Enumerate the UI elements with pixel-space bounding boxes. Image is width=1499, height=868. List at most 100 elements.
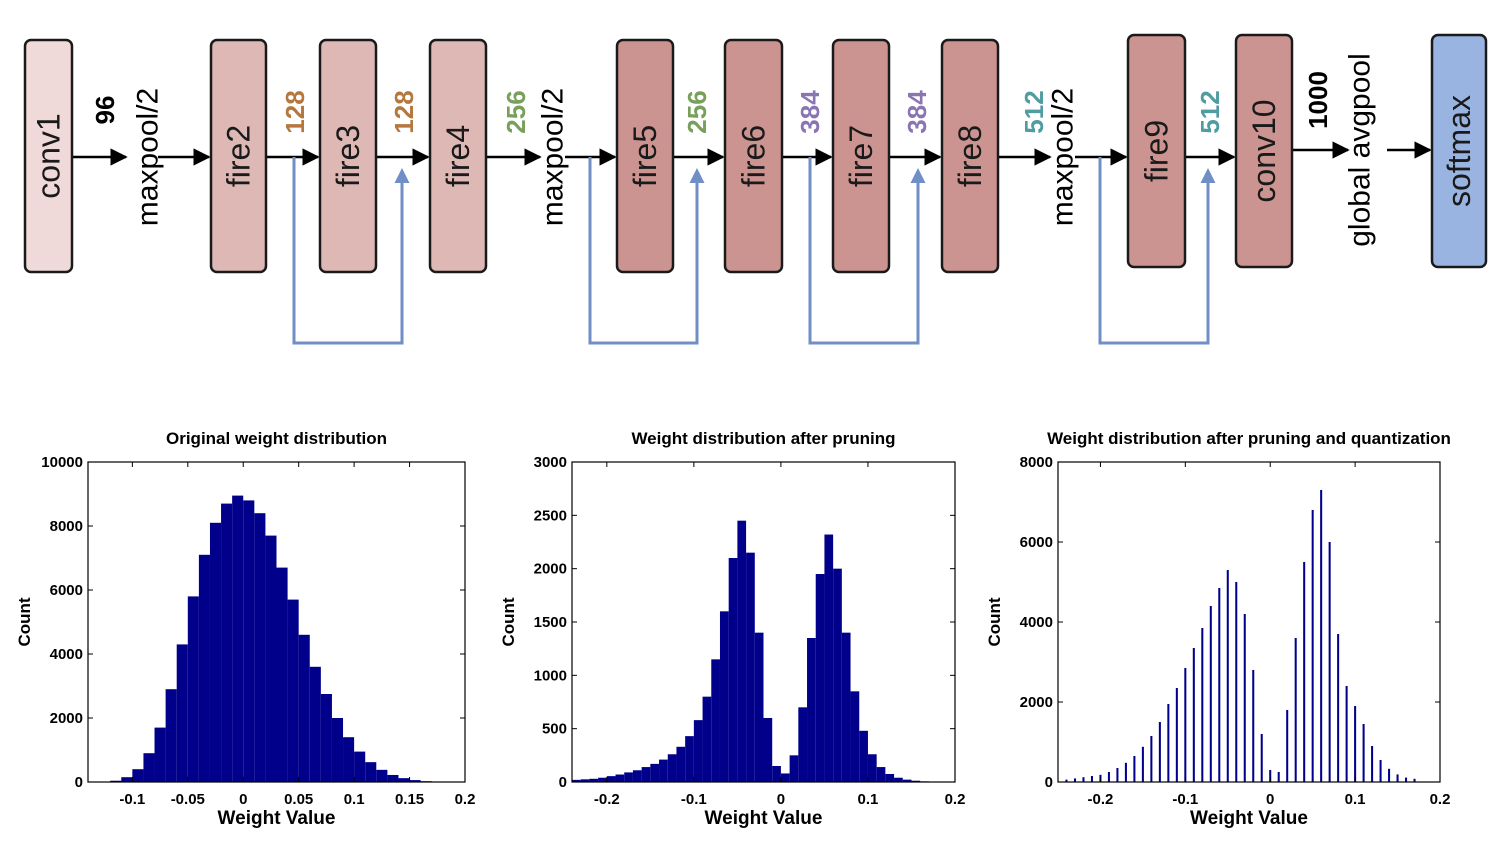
- y-tick-label: 2500: [534, 507, 567, 524]
- histogram-3: Weight distribution after pruning and qu…: [985, 429, 1451, 829]
- node-label-fire9: fire9: [1139, 120, 1175, 182]
- bar: [1405, 777, 1408, 782]
- x-tick-label: 0: [239, 791, 247, 808]
- node-label-fire4: fire4: [440, 125, 476, 187]
- op-maxpool1: maxpool/2: [132, 88, 165, 226]
- bar: [1320, 490, 1323, 782]
- y-tick-label: 2000: [50, 710, 83, 727]
- chart-title: Weight distribution after pruning: [631, 429, 895, 448]
- node-fire4: fire4: [428, 38, 488, 274]
- bar: [1107, 772, 1110, 782]
- bypass-fire6-fire8: [808, 157, 926, 345]
- x-tick-label: 0.2: [945, 791, 966, 808]
- bar: [1388, 768, 1391, 782]
- y-tick-label: 8000: [1020, 454, 1053, 471]
- x-tick-label: -0.05: [171, 791, 205, 808]
- bypass-connections: [292, 157, 1216, 345]
- bar: [232, 495, 244, 782]
- y-tick-label: 10000: [41, 454, 83, 471]
- bar: [1311, 510, 1314, 782]
- op-maxpool3: maxpool/2: [1047, 88, 1080, 226]
- bar: [1192, 648, 1195, 782]
- x-tick-label: -0.2: [1088, 791, 1114, 808]
- bar: [331, 718, 344, 782]
- bar: [354, 751, 366, 782]
- x-axis-label: Weight Value: [1190, 808, 1308, 829]
- bar: [1396, 774, 1399, 782]
- bar: [165, 689, 177, 782]
- bar: [902, 779, 912, 782]
- node-fire2: fire2: [209, 38, 268, 274]
- bar: [110, 780, 122, 782]
- channel-label: 96: [90, 96, 120, 125]
- bar: [143, 753, 155, 782]
- channel-label: 512: [1195, 90, 1225, 133]
- x-axis-label: Weight Value: [218, 808, 336, 829]
- bar: [772, 766, 781, 782]
- bar: [1184, 668, 1187, 782]
- bars: [1065, 490, 1416, 782]
- bar: [121, 777, 133, 782]
- bar: [1328, 542, 1331, 782]
- y-tick-label: 8000: [50, 518, 83, 535]
- bar: [376, 769, 388, 782]
- node-fire9: fire9: [1126, 33, 1187, 269]
- bar: [659, 759, 668, 782]
- y-axis-label: Count: [499, 597, 518, 646]
- plot-frame: [1057, 461, 1441, 783]
- node-label-fire3: fire3: [330, 125, 366, 187]
- x-tick-label: -0.1: [119, 791, 145, 808]
- bar: [589, 778, 599, 782]
- node-box-fire2: [209, 38, 268, 274]
- bar: [711, 659, 720, 782]
- channel-label: 128: [389, 90, 419, 133]
- bar: [287, 599, 299, 782]
- bar: [850, 691, 860, 782]
- bar: [1413, 778, 1416, 782]
- chart-title: Weight distribution after pruning and qu…: [1047, 429, 1451, 448]
- channel-label: 128: [280, 90, 310, 133]
- y-tick-label: 0: [75, 774, 83, 791]
- bar: [763, 718, 773, 782]
- bar: [572, 779, 581, 782]
- y-tick-label: 500: [542, 721, 567, 738]
- bar: [1277, 772, 1280, 782]
- bar: [1065, 779, 1068, 782]
- bar: [221, 503, 233, 782]
- x-tick-label: 0: [1266, 791, 1274, 808]
- bar: [1252, 670, 1255, 782]
- bar: [624, 772, 633, 782]
- bar: [398, 778, 410, 782]
- y-tick-label: 4000: [50, 646, 83, 663]
- bar: [1141, 746, 1144, 782]
- bar: [807, 638, 816, 782]
- node-box-fire9: [1126, 33, 1187, 269]
- bar: [1175, 688, 1178, 782]
- node-label-conv10: conv10: [1246, 99, 1282, 202]
- channel-label: 384: [795, 90, 825, 134]
- bar: [789, 755, 799, 782]
- bar: [780, 773, 790, 782]
- bar: [606, 776, 616, 782]
- bar: [276, 567, 288, 782]
- x-tick-label: 0.05: [284, 791, 313, 808]
- bar: [1201, 628, 1204, 782]
- x-tick-label: 0.1: [1345, 791, 1366, 808]
- node-label-fire2: fire2: [221, 125, 257, 187]
- y-tick-label: 6000: [1020, 534, 1053, 551]
- bar: [1090, 776, 1093, 782]
- bar: [737, 520, 747, 782]
- node-label-fire8: fire8: [952, 125, 988, 187]
- node-box-fire8: [940, 38, 1000, 274]
- x-axis-label: Weight Value: [705, 808, 823, 829]
- bar: [1362, 724, 1365, 782]
- bar: [1303, 562, 1306, 782]
- bar: [176, 644, 188, 782]
- y-tick-label: 1000: [534, 667, 567, 684]
- bar: [320, 694, 332, 782]
- y-tick-label: 2000: [534, 561, 567, 578]
- node-box-softmax: [1430, 33, 1488, 269]
- bypass-fire2-fire4: [292, 157, 410, 345]
- x-tick-label: -0.1: [681, 791, 707, 808]
